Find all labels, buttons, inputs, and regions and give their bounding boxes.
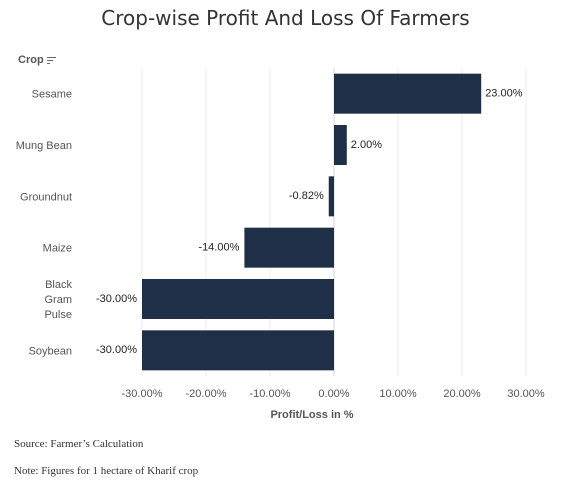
category-label: Sesame <box>32 89 72 101</box>
x-axis-title: Profit/Loss in % <box>270 409 353 421</box>
sort-icon[interactable] <box>46 56 56 65</box>
data-label: 23.00% <box>485 88 523 100</box>
crop-header-label: Crop <box>18 54 44 66</box>
bar-chart: -30.00% -20.00% -10.00% 0.00% 10.00% 20.00% 30… <box>16 68 545 421</box>
x-tick-label: 0.00% <box>318 388 349 400</box>
x-tick-label: 20.00% <box>443 388 481 400</box>
bar <box>334 125 347 165</box>
category-label: Soybean <box>29 345 72 357</box>
data-label: -14.00% <box>198 242 239 254</box>
x-tick-label: -20.00% <box>186 388 227 400</box>
bar <box>142 279 334 319</box>
x-tick-label: -30.00% <box>122 388 163 400</box>
data-label: 2.00% <box>351 139 382 151</box>
data-label: -30.00% <box>96 293 137 305</box>
bar <box>334 73 482 114</box>
category-label: Mung Bean <box>16 140 72 152</box>
bar <box>142 330 334 371</box>
data-label: -0.82% <box>289 190 324 202</box>
data-label: -30.00% <box>96 344 137 356</box>
source-note: Source: Farmer’s Calculation <box>14 438 144 450</box>
x-tick-label: -10.00% <box>250 388 291 400</box>
category-label: Groundnut <box>20 191 72 203</box>
chart-title: Crop-wise Profit And Loss Of Farmers <box>101 6 470 30</box>
bar <box>328 176 334 217</box>
footnote: Note: Figures for 1 hectare of Kharif cr… <box>14 465 199 477</box>
category-label: Black Gram Pulse <box>44 279 72 321</box>
crop-sort-header[interactable]: Crop <box>18 54 56 66</box>
x-tick-label: 10.00% <box>379 388 417 400</box>
bar <box>244 227 334 268</box>
x-tick-label: 30.00% <box>507 388 545 400</box>
category-label: Maize <box>43 243 72 255</box>
